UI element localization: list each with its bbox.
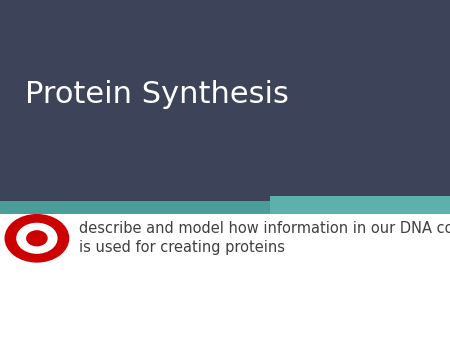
Bar bbox=[0, 0, 450, 201]
Bar bbox=[270, 196, 450, 214]
Text: describe and model how information in our DNA code: describe and model how information in ou… bbox=[79, 221, 450, 236]
Circle shape bbox=[16, 223, 58, 254]
Bar bbox=[0, 201, 450, 214]
Circle shape bbox=[4, 214, 69, 263]
Circle shape bbox=[26, 230, 48, 246]
Text: Protein Synthesis: Protein Synthesis bbox=[25, 80, 288, 109]
Text: is used for creating proteins: is used for creating proteins bbox=[79, 240, 285, 255]
